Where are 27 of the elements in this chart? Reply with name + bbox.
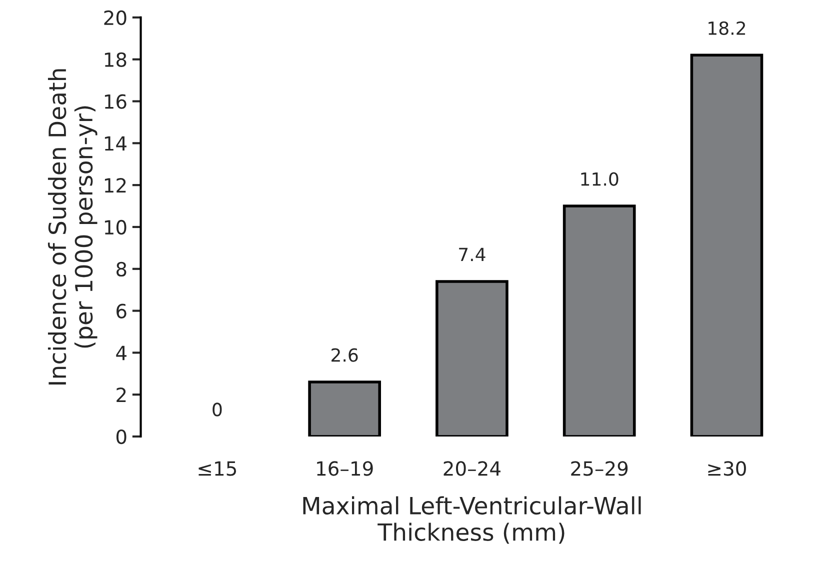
- bar: [436, 280, 508, 436]
- x-tick-label: ≤15: [198, 461, 236, 476]
- data-label: 11.0: [581, 172, 618, 186]
- x-tick-label: 25–29: [571, 461, 628, 476]
- bar: [690, 54, 764, 436]
- data-label: 2.6: [332, 348, 358, 362]
- data-label: 18.2: [708, 21, 746, 36]
- y-tick-label: 6: [116, 304, 126, 318]
- x-tick-label: 16–19: [317, 461, 373, 476]
- bar: [562, 204, 636, 436]
- y-tick-label: 14: [104, 136, 126, 151]
- x-tick-label: 20–24: [444, 461, 500, 476]
- y-tick-label: 4: [116, 346, 126, 360]
- y-tick-label: 10: [104, 220, 126, 235]
- bar: [308, 380, 381, 436]
- y-tick-label: 12: [104, 178, 126, 192]
- y-axis-title: Incidence of Sudden Death (per 1000 person-yr): [48, 69, 98, 384]
- x-tick-label: ≥30: [708, 461, 746, 476]
- y-tick-label: 16: [104, 94, 126, 109]
- y-tick-label: 0: [116, 429, 126, 444]
- data-label: 0: [212, 402, 222, 416]
- data-label: 7.4: [459, 248, 486, 262]
- y-tick-label: 8: [116, 262, 126, 277]
- y-tick-label: 20: [104, 10, 126, 26]
- x-axis-title: Maximal Left-Ventricular-Wall Thickness (mm): [303, 496, 641, 544]
- y-tick-label: 2: [116, 388, 126, 402]
- y-tick-label: 18: [104, 52, 126, 68]
